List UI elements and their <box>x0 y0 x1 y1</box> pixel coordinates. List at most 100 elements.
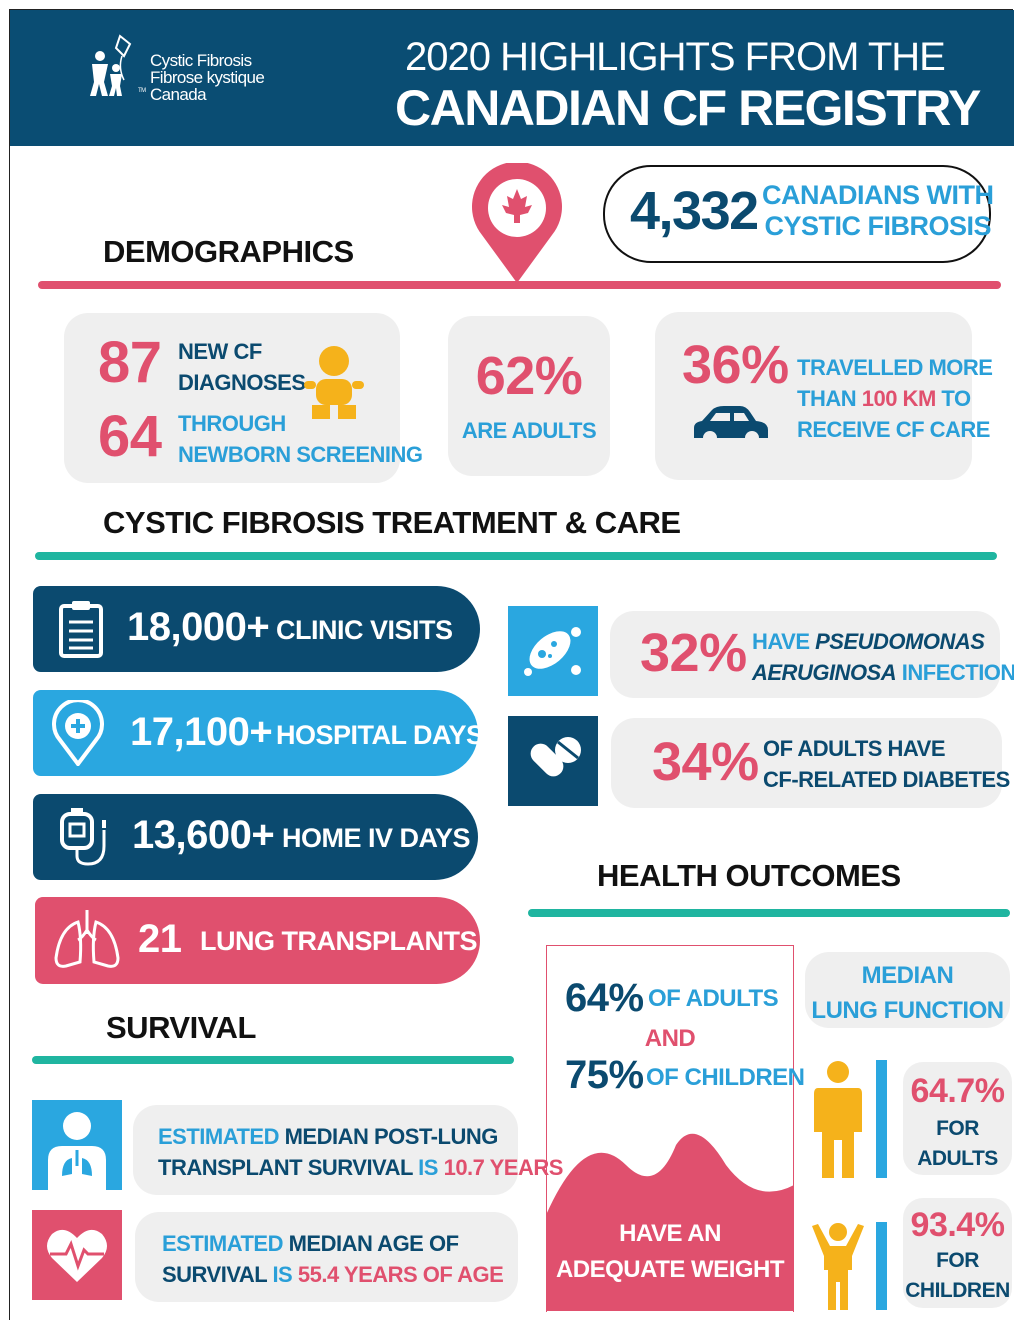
label-line: ADULTS <box>917 1147 998 1170</box>
header <box>10 10 1014 146</box>
total-pill <box>603 165 991 263</box>
lung-label: FOR CHILDREN <box>903 1246 1012 1306</box>
graphic <box>319 346 349 376</box>
text-part: TRANSPLANT SURVIVAL <box>158 1155 413 1180</box>
total-number: 4,332 <box>630 181 759 241</box>
diabetes-box <box>611 718 1002 808</box>
graphic <box>352 381 364 389</box>
adult-icon <box>814 1061 862 1178</box>
label-line: THROUGH <box>178 411 286 436</box>
post-transplant-box <box>133 1105 518 1195</box>
graphic <box>571 665 581 675</box>
label-line: FOR <box>936 1249 979 1272</box>
weight-and: AND <box>644 1025 696 1052</box>
graphic <box>316 379 352 405</box>
heading-line: LUNG FUNCTION <box>811 997 1004 1024</box>
stat-label: OF ADULTS HAVE CF-RELATED DIABETES <box>763 733 1010 795</box>
clinic-bar <box>33 586 480 672</box>
stat-number: 32% <box>640 623 747 683</box>
graphic <box>69 620 93 650</box>
graphic <box>529 631 571 669</box>
total-label: CANADIANS WITH CYSTIC FIBROSIS <box>762 180 994 242</box>
stat-number: 87 <box>98 330 162 395</box>
lung-value: 64.7% <box>910 1072 1005 1110</box>
label-line: DIAGNOSES <box>178 370 306 395</box>
graphic <box>95 51 105 61</box>
trademark: TM <box>138 88 146 94</box>
stat-label: NEW CF DIAGNOSES <box>178 336 306 398</box>
treatment-label: HOME IV DAYS <box>282 823 471 853</box>
footer-line: HAVE AN <box>619 1220 721 1247</box>
survival-text: ESTIMATED MEDIAN AGE OF SURVIVAL IS 55.4… <box>162 1228 504 1290</box>
logo-text: Cystic Fibrosis Fibrose kystique Canada <box>150 52 265 104</box>
treatment-number: 21 <box>138 917 182 961</box>
graphic <box>109 74 122 96</box>
text-line: TRANSPLANT SURVIVAL IS 10.7 YEARS <box>158 1152 563 1183</box>
stat-number: 62% <box>475 346 583 406</box>
weight-label: OF CHILDREN <box>646 1064 805 1091</box>
location-pin <box>472 163 562 283</box>
label-line: CANADIANS WITH <box>762 180 994 210</box>
label-italic: PSEUDOMONAS <box>815 629 985 654</box>
pseudomonas-box <box>610 611 1000 698</box>
lungs-icon <box>54 910 120 968</box>
label-line: CHILDREN <box>905 1279 1010 1302</box>
graphic <box>90 64 108 96</box>
treatment-number: 18,000+ <box>127 605 270 649</box>
label-line: NEWBORN SCREENING <box>178 442 423 467</box>
logo-line: Canada <box>150 85 207 104</box>
stat-label: TRAVELLED MORE THAN 100 KM TO RECEIVE CF… <box>797 352 993 445</box>
graphic <box>47 1229 107 1282</box>
graphic <box>75 830 106 866</box>
label-line: OF ADULTS HAVE <box>763 736 946 761</box>
label-part: HAVE <box>752 629 810 654</box>
median-age-box <box>135 1212 518 1302</box>
graphic <box>703 431 717 442</box>
weight-number: 75% <box>565 1053 644 1097</box>
adults-box <box>448 316 610 476</box>
text-line: AERUGINOSA INFECTIONS <box>752 657 1014 688</box>
treatment-label: HOSPITAL DAYS <box>276 720 484 750</box>
iv-icon <box>60 808 106 866</box>
weight-wave <box>546 1133 794 1311</box>
graphic <box>71 719 85 733</box>
pink-rule <box>38 281 1001 289</box>
text-part: IS <box>272 1262 293 1287</box>
car-icon <box>694 406 768 442</box>
stat-label: ARE ADULTS <box>461 418 597 443</box>
lung-label: FOR ADULTS <box>903 1114 1012 1174</box>
graphic <box>52 700 104 766</box>
graphic <box>312 405 356 419</box>
graphic <box>304 381 316 389</box>
text-part: MEDIAN POST-LUNG <box>284 1124 499 1149</box>
graphic <box>827 1061 849 1083</box>
weight-footer: HAVE AN ADEQUATE WEIGHT <box>546 1216 794 1288</box>
stat-label: HAVE PSEUDOMONAS AERUGINOSA INFECTIONS <box>752 626 1014 688</box>
blue-divider <box>876 1060 887 1178</box>
treatment-number: 17,100+ <box>130 710 273 754</box>
graphic <box>571 627 581 637</box>
graphic <box>91 920 120 968</box>
bacteria-icon <box>524 627 581 676</box>
home-iv-bar <box>33 794 478 880</box>
teal-rule <box>528 909 1010 917</box>
title-line2: CANADIAN CF REGISTRY <box>395 80 981 136</box>
graphic <box>68 822 86 838</box>
frame <box>9 9 1013 1320</box>
hospital-icon <box>52 700 104 766</box>
stat-label: THROUGH NEWBORN SCREENING <box>178 408 423 470</box>
text-part: SURVIVAL <box>162 1262 267 1287</box>
stat-number: 64 <box>98 404 162 469</box>
text-line: HAVE PSEUDOMONAS <box>752 626 1014 657</box>
label-line: NEW CF <box>178 339 262 364</box>
label-line: RECEIVE CF CARE <box>797 417 990 442</box>
weight-panel <box>546 945 794 1312</box>
treatment-label: CLINIC VISITS <box>276 615 453 645</box>
label-line: CF-RELATED DIABETES <box>763 767 1010 792</box>
section-heading: DEMOGRAPHICS <box>103 234 354 269</box>
text-part: 10.7 YEARS <box>443 1155 564 1180</box>
teal-rule <box>32 1056 514 1064</box>
text-line: ESTIMATED MEDIAN POST-LUNG <box>158 1121 563 1152</box>
section-heading: CYSTIC FIBROSIS TREATMENT & CARE <box>103 505 681 540</box>
